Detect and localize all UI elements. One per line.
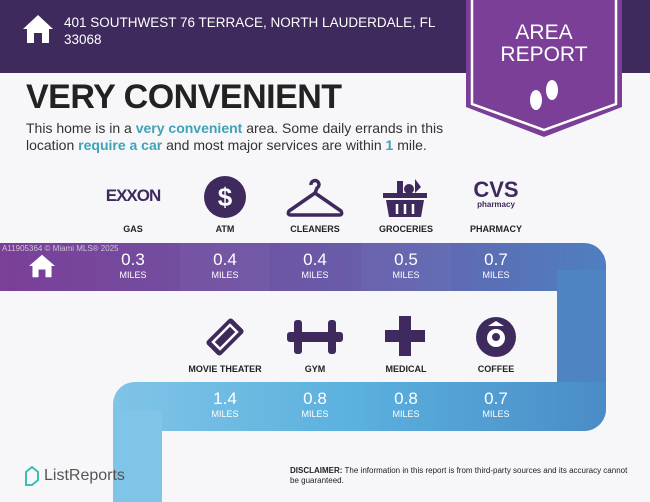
listreports-logo: ListReports — [24, 466, 125, 486]
distance-gas: 0.3 MILES — [119, 250, 147, 281]
svg-text:$: $ — [218, 182, 233, 212]
route-bar-left — [113, 410, 162, 502]
home-marker-icon — [29, 254, 55, 278]
hanger-icon — [270, 177, 360, 237]
page-title: VERY CONVENIENT — [26, 78, 342, 116]
dollar-icon: $ — [180, 175, 270, 235]
route-bar-top — [0, 243, 606, 291]
distance-pharmacy: 0.7 MILES — [482, 250, 510, 281]
description: This home is in a very convenient area. … — [26, 120, 444, 153]
address: 401 SOUTHWEST 76 TERRACE, NORTH LAUDERDA… — [64, 15, 435, 47]
disclaimer: DISCLAIMER: The information in this repo… — [290, 466, 628, 485]
area-report-badge — [466, 0, 622, 137]
route-bar-bottom — [113, 382, 606, 431]
medical-cross-icon — [360, 316, 450, 376]
cvs-logo: CVS pharmacy — [473, 177, 519, 210]
distance-coffee: 0.7 MILES — [482, 389, 510, 420]
watermark: A11905364 © Miami MLS® 2025 — [2, 244, 119, 253]
ticket-icon — [180, 315, 270, 375]
distance-groceries: 0.5 MILES — [361, 243, 451, 291]
distance-cleaners: 0.4 MILES — [301, 250, 329, 281]
footprints-icon — [530, 80, 558, 110]
distance-gym: 0.8 MILES — [301, 389, 329, 420]
dumbbell-icon — [270, 318, 360, 378]
distance-medical: 0.8 MILES — [392, 389, 420, 420]
distance-atm: 0.4 MILES — [180, 243, 270, 291]
house-icon — [23, 15, 53, 43]
exxon-logo: EXXON — [105, 186, 162, 205]
basket-icon — [360, 177, 450, 237]
badge-text: AREA REPORT — [500, 21, 588, 66]
distance-movie-theater: 1.4 MILES — [211, 389, 239, 420]
starbucks-logo — [451, 316, 541, 376]
